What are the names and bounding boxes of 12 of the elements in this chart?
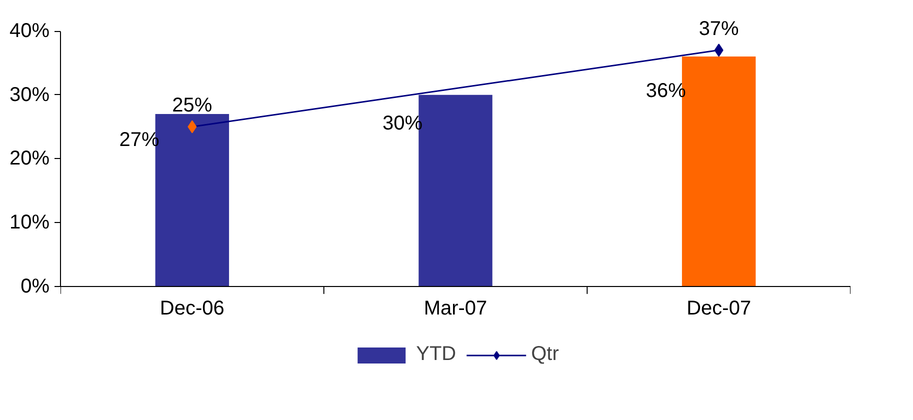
y-tick-label: 10% [9,211,50,234]
y-tick-label: 0% [20,275,50,298]
y-tick-label: 40% [9,20,50,42]
y-tick-label: 20% [9,148,50,170]
y-tick-label: 30% [9,84,50,106]
data-label: 37% [698,18,740,40]
x-tick-label: Mar-07 [424,297,488,320]
x-tick-label: Dec-07 [686,297,752,320]
data-label: 25% [172,94,212,117]
legend-label: Qtr [531,343,559,366]
x-tick-label: Dec-06 [160,297,224,320]
legend-label: YTD [416,343,456,366]
